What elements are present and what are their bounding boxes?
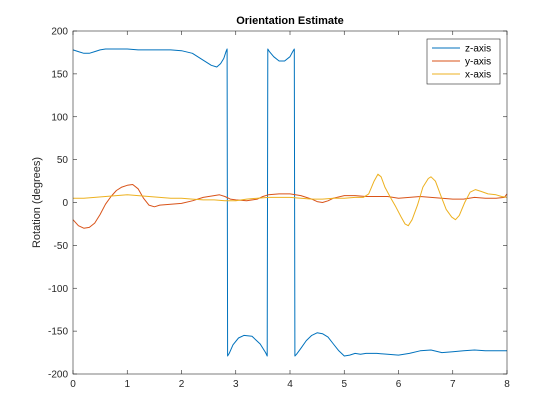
y-axis-label: Rotation (degrees) — [31, 157, 43, 248]
series-line-x-axis — [73, 173, 508, 227]
y-tick-label: -50 — [54, 241, 69, 252]
legend-label-z-axis: z-axis — [465, 44, 491, 55]
legend-label-y-axis: y-axis — [465, 57, 491, 68]
y-tick-label: -200 — [48, 370, 68, 381]
plot-area — [73, 31, 507, 374]
x-tick-label: 2 — [179, 379, 185, 390]
y-tick-label: 0 — [62, 198, 68, 209]
legend-label-x-axis: x-axis — [465, 70, 491, 81]
x-tick-label: 1 — [124, 379, 130, 390]
x-tick-label: 7 — [450, 379, 456, 390]
chart-title: Orientation Estimate — [236, 15, 344, 27]
x-tick-label: 0 — [70, 379, 76, 390]
y-tick-label: 50 — [57, 155, 69, 166]
x-tick-label: 4 — [287, 379, 293, 390]
series-layer — [72, 48, 508, 357]
x-tick-label: 3 — [233, 379, 239, 390]
x-tick-label: 5 — [341, 379, 347, 390]
y-tick-label: 100 — [51, 112, 68, 123]
tick-layer: 0 1 2 3 4 5 6 7 8 -200 -150 -100 -50 0 50 100 150 200 — [48, 27, 510, 391]
y-tick-label: 150 — [51, 69, 68, 80]
y-tick-label: -100 — [48, 284, 68, 295]
x-tick-label: 8 — [504, 379, 510, 390]
x-tick-label: 6 — [396, 379, 402, 390]
y-tick-label: -150 — [48, 327, 68, 338]
legend: z-axis y-axis x-axis — [426, 38, 501, 85]
series-line-z-axis — [72, 48, 507, 357]
y-tick-label: 200 — [51, 27, 68, 38]
